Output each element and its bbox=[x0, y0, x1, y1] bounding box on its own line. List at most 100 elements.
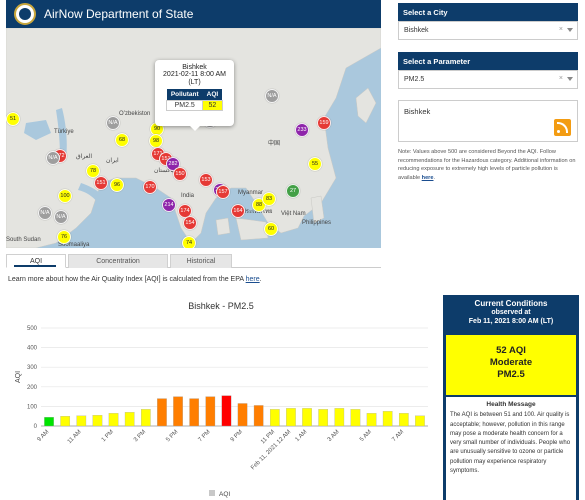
aqi-station-marker[interactable]: 150 bbox=[173, 167, 187, 181]
parameter-select-heading: Select a Parameter bbox=[398, 52, 578, 70]
map-label-india: India bbox=[181, 193, 195, 199]
chart-bar bbox=[221, 395, 232, 427]
aqi-station-marker[interactable]: 164 bbox=[231, 204, 245, 218]
aqi-station-marker[interactable]: N/A bbox=[46, 151, 60, 165]
city-clear-icon[interactable]: × bbox=[558, 26, 563, 33]
x-tick-label: 5 AM bbox=[359, 429, 373, 443]
map-label-turkiye: Türkiye bbox=[54, 129, 74, 135]
aqi-note-text: Note: Values above 500 are considered Be… bbox=[398, 149, 576, 181]
popup-pointer bbox=[190, 126, 200, 131]
aqi-station-marker[interactable]: 170 bbox=[143, 180, 157, 194]
aqi-station-marker[interactable]: N/A bbox=[106, 116, 120, 130]
aqi-station-marker[interactable]: 68 bbox=[115, 133, 129, 147]
parameter-chevron-down-icon[interactable] bbox=[567, 77, 573, 81]
x-tick-label: 1 PM bbox=[101, 429, 115, 443]
legend-swatch bbox=[209, 490, 215, 496]
aqi-station-marker[interactable]: 76 bbox=[57, 230, 71, 244]
chart-bar bbox=[140, 409, 151, 427]
chart-bar bbox=[269, 409, 280, 427]
aqi-station-marker[interactable]: 151 bbox=[94, 176, 108, 190]
chart-bar bbox=[60, 416, 71, 427]
current-datetime: Feb 11, 2021 8:00 AM (LT) bbox=[468, 318, 554, 325]
health-message-title: Health Message bbox=[486, 401, 536, 408]
aqi-map[interactable]: Oʻzbekiston Türkiye العراق ایران پاکستان… bbox=[6, 28, 381, 248]
chart-bar bbox=[318, 409, 329, 427]
aqi-station-marker[interactable]: 153 bbox=[199, 173, 213, 187]
aqi-station-marker[interactable]: 98 bbox=[149, 134, 163, 148]
city-chevron-down-icon[interactable] bbox=[567, 28, 573, 32]
app-title: AirNow Department of State bbox=[44, 7, 194, 21]
aqi-station-marker[interactable]: 83 bbox=[262, 192, 276, 206]
chart-title: Bishkek - PM2.5 bbox=[188, 301, 254, 311]
x-tick-label: 11 AM bbox=[67, 429, 83, 445]
aqi-station-marker[interactable]: 154 bbox=[183, 216, 197, 230]
chart-bar bbox=[286, 408, 296, 427]
chart-bar bbox=[44, 417, 54, 427]
map-popup[interactable]: Bishkek 2021-02-11 8:00 AM (LT) Pollutan… bbox=[155, 60, 234, 131]
city-select-heading: Select a City bbox=[398, 3, 578, 21]
map-label-myanmar: Myanmar bbox=[238, 190, 264, 196]
map-label-china: 中国 bbox=[268, 141, 281, 147]
current-conditions-title: Current Conditions bbox=[474, 299, 548, 308]
current-observed-label: observed at bbox=[491, 309, 531, 316]
popup-col-aqi: AQI bbox=[202, 89, 223, 101]
tab-aqi[interactable]: AQI bbox=[6, 254, 66, 268]
rss-feed-icon[interactable] bbox=[554, 119, 571, 136]
aqi-station-marker[interactable]: 60 bbox=[264, 222, 278, 236]
aqi-station-marker[interactable]: N/A bbox=[54, 210, 68, 224]
app-header: AirNow Department of State bbox=[6, 0, 381, 28]
chart-bar bbox=[415, 415, 425, 427]
x-tick-label: 3 PM bbox=[133, 429, 147, 443]
aqi-station-marker[interactable]: 214 bbox=[162, 198, 176, 212]
popup-table: Pollutant AQI PM2.5 52 bbox=[166, 89, 223, 111]
chart-bar bbox=[205, 396, 216, 427]
map-label-vietnam: Việt Nam bbox=[281, 211, 306, 217]
city-info-name: Bishkek bbox=[404, 107, 431, 116]
chart-bar bbox=[76, 415, 87, 427]
map-label-philippines: Philippines bbox=[302, 220, 332, 226]
us-state-seal-icon bbox=[14, 3, 36, 25]
y-tick-label: 300 bbox=[27, 365, 38, 371]
chart-bar bbox=[334, 408, 345, 427]
learn-more-link[interactable]: here bbox=[245, 276, 260, 283]
aqi-station-marker[interactable]: 157 bbox=[216, 185, 230, 199]
y-axis-label: AQI bbox=[15, 371, 22, 383]
chart-bar bbox=[302, 408, 312, 427]
aqi-station-marker[interactable]: N/A bbox=[38, 206, 52, 220]
tab-historical[interactable]: Historical bbox=[170, 254, 232, 268]
aqi-station-marker[interactable]: 233 bbox=[295, 123, 309, 137]
current-aqi-value: 52 AQI bbox=[496, 345, 526, 356]
parameter-select[interactable]: PM2.5 × bbox=[398, 70, 578, 89]
parameter-clear-icon[interactable]: × bbox=[558, 75, 563, 82]
chart-tabs: AQI Concentration Historical bbox=[6, 254, 381, 268]
aqi-station-marker[interactable]: 100 bbox=[58, 189, 72, 203]
popup-city: Bishkek bbox=[182, 64, 207, 71]
aqi-station-marker[interactable]: 159 bbox=[317, 116, 331, 130]
map-label-iran: ایران bbox=[106, 158, 119, 164]
chart-canvas: 0 100 200 300 400 500 AQI 9 AM 11 AM 1 PM 3 PM 5 PM… bbox=[15, 326, 428, 498]
x-tick-label: 5 PM bbox=[165, 429, 179, 443]
aqi-station-marker[interactable]: 27 bbox=[286, 184, 300, 198]
tab-concentration[interactable]: Concentration bbox=[68, 254, 168, 268]
aqi-note-link[interactable]: here bbox=[421, 174, 434, 181]
popup-aqi: 52 bbox=[202, 100, 223, 111]
aqi-station-marker[interactable]: N/A bbox=[265, 89, 279, 103]
aqi-station-marker[interactable]: 55 bbox=[308, 157, 322, 171]
y-tick-label: 200 bbox=[27, 385, 38, 391]
parameter-select-value: PM2.5 bbox=[404, 76, 425, 83]
aqi-station-marker[interactable]: 74 bbox=[182, 236, 196, 248]
y-tick-label: 0 bbox=[34, 424, 38, 430]
chart-bar bbox=[124, 412, 135, 427]
chart-bar bbox=[350, 409, 361, 427]
chart-bar bbox=[398, 413, 409, 427]
popup-pollutant: PM2.5 bbox=[166, 100, 204, 111]
aqi-station-marker[interactable]: 96 bbox=[110, 178, 124, 192]
popup-time: 2021-02-11 8:00 AM bbox=[163, 71, 226, 78]
city-select[interactable]: Bishkek × bbox=[398, 21, 578, 40]
map-label-pakistan: پاکستان bbox=[154, 168, 174, 174]
map-label-iraq: العراق bbox=[76, 154, 93, 160]
aqi-station-marker[interactable]: 51 bbox=[6, 112, 20, 126]
aqi-station-marker[interactable]: 78 bbox=[86, 164, 100, 178]
chart-bar bbox=[108, 413, 119, 427]
